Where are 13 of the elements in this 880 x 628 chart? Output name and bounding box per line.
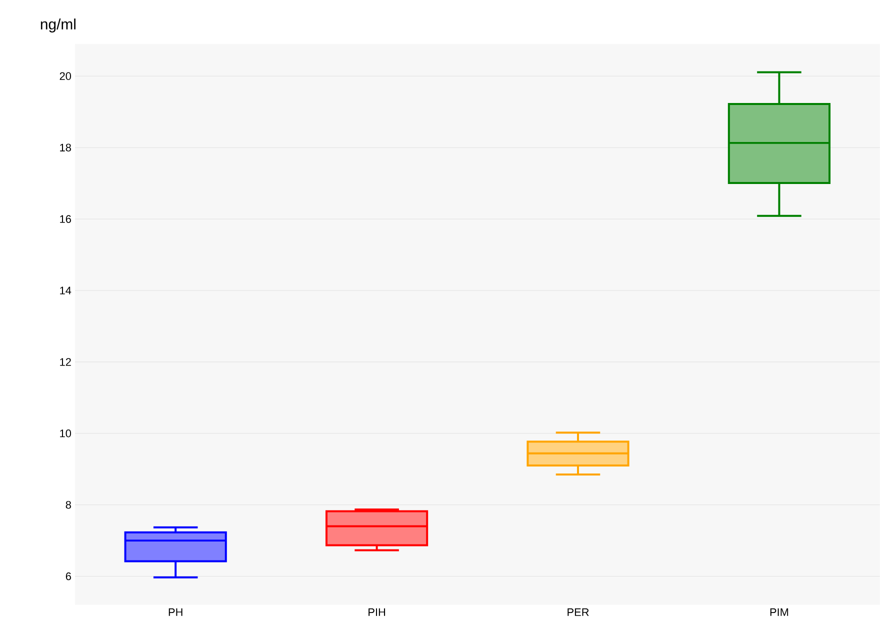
y-tick-label: 16 (60, 215, 71, 223)
x-tick-label: PIM (770, 608, 788, 616)
y-tick-label: 14 (60, 286, 72, 294)
y-tick-label: 8 (66, 501, 71, 509)
x-tick-label: PER (568, 608, 589, 616)
y-tick-label: 20 (60, 72, 72, 80)
y-tick-label: 18 (60, 144, 71, 152)
y-tick-label: 6 (66, 572, 71, 580)
y-tick-label: 12 (60, 358, 71, 366)
y-tick-label: 10 (60, 430, 72, 438)
y-axis-title: ng/ml (40, 18, 76, 33)
x-tick-label: PIH (368, 608, 386, 616)
x-tick-label: PH (168, 608, 182, 616)
